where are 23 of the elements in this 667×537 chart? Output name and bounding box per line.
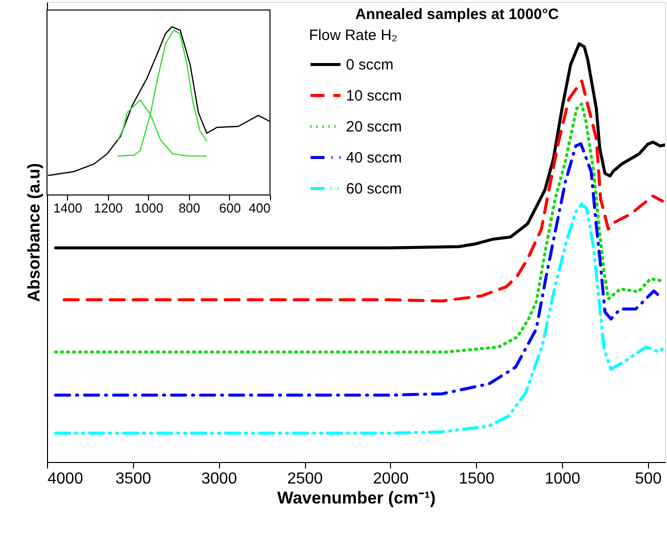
y-axis-title: Absorbance (a.u) (24, 163, 44, 302)
x-tick-label: 1200 (94, 200, 123, 216)
x-tick-label: 3500 (116, 470, 152, 488)
x-tick-label: 2000 (373, 470, 409, 488)
legend-label: 60 sccm (346, 180, 402, 198)
x-tick-label: 1000 (134, 200, 164, 216)
chart-title: Annealed samples at 1000°C (355, 6, 559, 23)
x-tick-label: 3000 (201, 470, 238, 488)
x-tick-label: 800 (178, 200, 200, 216)
x-tick-label: 1500 (458, 470, 495, 488)
x-tick-label: 1000 (544, 470, 580, 488)
legend-title: Flow Rate H₂ (309, 27, 398, 44)
x-tick-label: 4000 (48, 470, 84, 488)
legend-label: 0 sccm (346, 56, 394, 74)
legend-label: 10 sccm (346, 88, 402, 104)
x-tick-label: 600 (219, 200, 241, 216)
x-axis-title: Wavenumber (cm⁻¹) (277, 488, 436, 508)
legend-label: 40 sccm (346, 150, 402, 166)
legend-label: 20 sccm (346, 118, 402, 136)
x-tick-label: 400 (248, 200, 270, 216)
x-tick-label: 500 (634, 470, 662, 488)
x-tick-label: 2500 (287, 470, 323, 488)
x-tick-label: 1400 (53, 200, 82, 216)
